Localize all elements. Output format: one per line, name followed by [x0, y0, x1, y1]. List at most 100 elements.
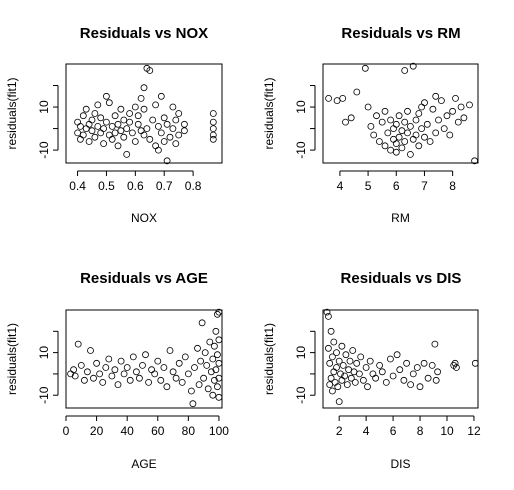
data-point	[214, 384, 220, 390]
y-tick-label: -10	[294, 141, 308, 159]
data-point	[370, 371, 376, 377]
data-point	[71, 367, 77, 373]
data-point	[371, 132, 377, 138]
data-point	[135, 121, 141, 127]
data-point	[77, 123, 83, 129]
data-point	[329, 388, 335, 394]
data-point	[340, 95, 346, 101]
chart-title: Residuals vs RM	[341, 25, 460, 42]
data-point	[382, 143, 388, 149]
data-point	[332, 379, 338, 385]
data-point	[452, 360, 458, 366]
data-point	[334, 350, 340, 356]
data-point	[393, 121, 399, 127]
data-point	[367, 358, 373, 364]
data-point	[170, 369, 176, 375]
data-point	[141, 85, 147, 91]
data-point	[75, 119, 81, 125]
data-point	[385, 130, 391, 136]
data-point	[362, 65, 368, 71]
data-point	[340, 362, 346, 368]
data-point	[98, 115, 104, 121]
data-point	[410, 371, 416, 377]
data-point	[425, 375, 431, 381]
data-point	[103, 119, 109, 125]
data-point	[98, 130, 104, 136]
data-point	[150, 117, 156, 123]
data-point	[365, 384, 371, 390]
data-point	[153, 143, 159, 149]
x-tick-label: 20	[90, 424, 104, 438]
data-point	[334, 365, 340, 371]
data-point	[339, 377, 345, 383]
data-point	[115, 121, 121, 127]
data-point	[115, 382, 121, 388]
data-point	[444, 113, 450, 119]
data-point	[118, 106, 124, 112]
data-point	[421, 360, 427, 366]
data-point	[388, 117, 394, 123]
x-tick-label: 4	[363, 424, 370, 438]
data-point	[216, 360, 222, 366]
data-point	[121, 134, 127, 140]
data-point	[399, 145, 405, 151]
data-point	[158, 130, 164, 136]
data-point	[430, 106, 436, 112]
data-point	[396, 134, 402, 140]
data-point	[146, 379, 152, 385]
data-point	[127, 377, 133, 383]
plot-frame	[323, 310, 478, 408]
data-point	[173, 117, 179, 123]
data-point	[416, 111, 422, 117]
data-point	[80, 132, 86, 138]
data-point	[155, 147, 161, 153]
x-tick-label: 0	[63, 424, 70, 438]
x-tick-label: 0.4	[69, 179, 86, 193]
data-point	[327, 360, 333, 366]
data-point	[435, 369, 441, 375]
data-point	[185, 371, 191, 377]
data-point	[424, 121, 430, 127]
data-point	[132, 104, 138, 110]
y-tick-label: 10	[37, 346, 51, 360]
data-point	[129, 130, 135, 136]
data-point	[438, 98, 444, 104]
data-point	[161, 365, 167, 371]
data-point	[181, 121, 187, 127]
y-tick-label: -10	[294, 386, 308, 404]
data-point	[427, 139, 433, 145]
x-axis-label: DIS	[390, 457, 410, 471]
data-point	[399, 128, 405, 134]
data-point	[138, 95, 144, 101]
data-point	[78, 362, 84, 368]
data-point	[109, 123, 115, 129]
data-point	[88, 348, 94, 354]
data-point	[155, 358, 161, 364]
data-point	[92, 111, 98, 117]
data-point	[75, 130, 81, 136]
data-point	[188, 388, 194, 394]
data-point	[331, 369, 337, 375]
data-point	[124, 365, 130, 371]
data-point	[467, 102, 473, 108]
data-point	[100, 379, 106, 385]
x-tick-label: 5	[365, 179, 372, 193]
data-point	[112, 367, 118, 373]
data-point	[407, 123, 413, 129]
data-point	[204, 362, 210, 368]
data-point	[121, 117, 127, 123]
data-point	[83, 126, 89, 132]
data-point	[83, 106, 89, 112]
x-tick-label: 4	[337, 179, 344, 193]
x-axis-label: RM	[391, 211, 410, 225]
data-point	[103, 93, 109, 99]
x-tick-label: 6	[393, 179, 400, 193]
data-point	[101, 141, 107, 147]
x-tick-label: 0.5	[98, 179, 115, 193]
data-point	[419, 104, 425, 110]
y-axis-label: residuals(fit1)	[5, 323, 19, 395]
data-point	[112, 113, 118, 119]
data-point	[121, 371, 127, 377]
data-point	[325, 345, 331, 351]
data-point	[391, 136, 397, 142]
